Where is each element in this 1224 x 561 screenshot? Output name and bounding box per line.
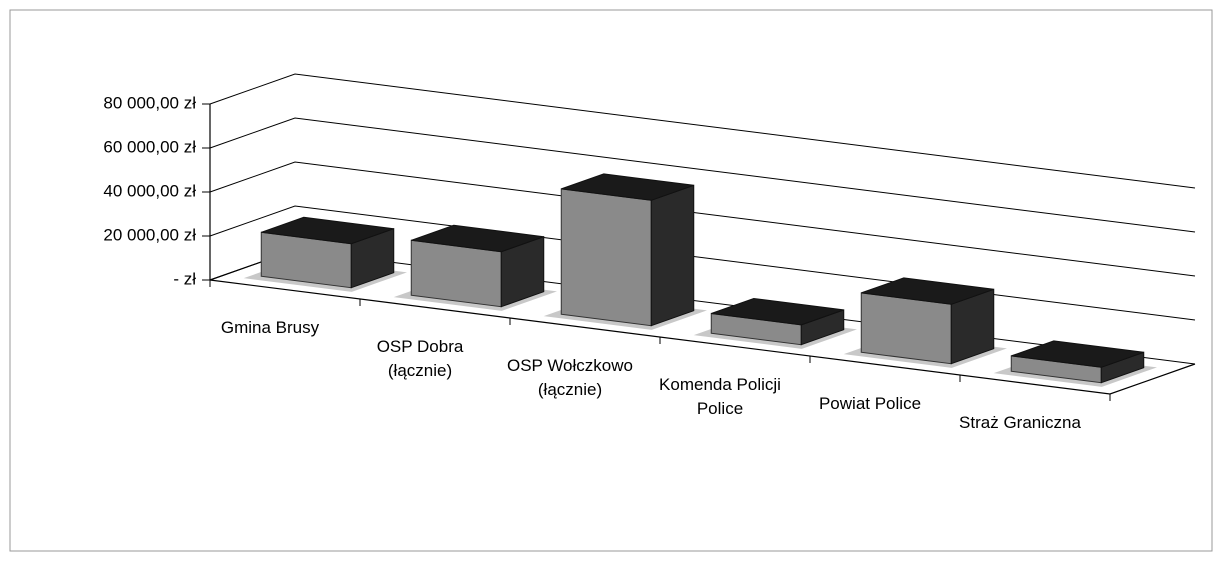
grid-line [209, 73, 1196, 189]
y-tick-label: 20 000,00 zł [103, 225, 196, 244]
y-tick-label: - zł [173, 269, 196, 288]
y-tick-label: 80 000,00 zł [103, 93, 196, 112]
bar-top [1011, 340, 1144, 368]
grid-line [209, 161, 1196, 277]
x-tick-label: Straż Graniczna [959, 412, 1081, 432]
y-tick-label: 40 000,00 zł [103, 181, 196, 200]
y-tick-label: 60 000,00 zł [103, 137, 196, 156]
bar-side [650, 184, 695, 327]
grid-line [209, 117, 1196, 233]
bar-top [411, 224, 544, 253]
bar-top [561, 173, 694, 201]
x-tick-label: Powiat Police [818, 393, 922, 413]
x-tick-label: Gmina Brusy [220, 317, 320, 337]
x-tick-label: OSP Wołczkowo (łącznie) [507, 355, 633, 399]
bar-top [711, 297, 844, 326]
x-tick-label: Komenda Policji Police [659, 374, 781, 418]
bar-top [861, 277, 994, 305]
chart-frame [9, 9, 1213, 552]
bar-front [560, 188, 652, 327]
x-tick-label: OSP Dobra (łącznie) [376, 336, 464, 380]
bar-top [261, 216, 394, 245]
bar-front [860, 292, 952, 365]
